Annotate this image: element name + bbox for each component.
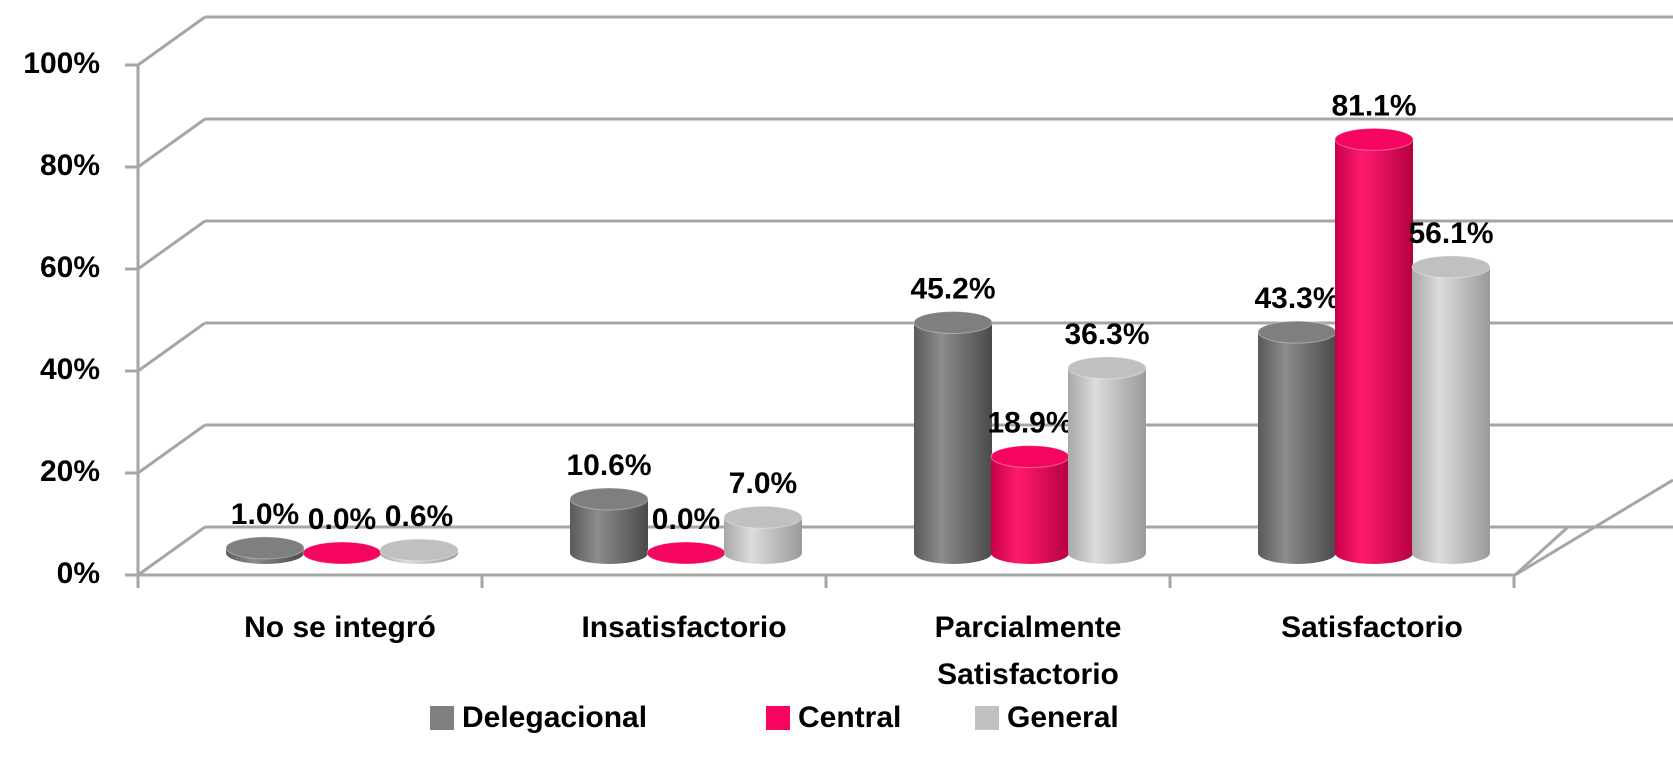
cylinder-top <box>1334 127 1414 151</box>
cylinder <box>1335 139 1413 564</box>
grid-line <box>137 15 206 67</box>
grid-line <box>137 219 206 271</box>
grid-line <box>137 525 206 577</box>
value-label: 0.6% <box>385 500 453 533</box>
legend-label: Delegacional <box>462 701 647 734</box>
cylinder <box>1068 367 1146 564</box>
y-tick-label: 0% <box>57 557 100 590</box>
value-label: 45.2% <box>910 272 995 305</box>
cylinder-top <box>569 487 649 511</box>
cylinder-top <box>225 536 305 560</box>
cylinder <box>991 456 1069 564</box>
value-label: 1.0% <box>231 498 299 531</box>
value-label: 18.9% <box>987 407 1072 440</box>
legend-swatch <box>975 706 999 730</box>
cylinder-top <box>1257 320 1337 344</box>
grid-line <box>137 117 206 169</box>
value-label: 7.0% <box>729 467 797 500</box>
wall-right <box>1514 478 1673 577</box>
value-label: 0.0% <box>652 503 720 536</box>
y-tick-label: 20% <box>40 455 100 488</box>
legend-label: Central <box>798 701 901 734</box>
cylinder-top <box>302 541 382 565</box>
cylinder <box>724 517 802 564</box>
y-tick-label: 40% <box>40 353 100 386</box>
x-tick-label: No se integró <box>244 611 436 644</box>
cylinder-top <box>1411 255 1491 279</box>
legend-swatch <box>430 706 454 730</box>
value-label: 43.3% <box>1254 282 1339 315</box>
cylinder <box>570 498 648 564</box>
x-tick-label: Insatisfactorio <box>581 611 787 644</box>
legend-swatch <box>766 706 790 730</box>
value-label: 0.0% <box>308 503 376 536</box>
cylinder-top <box>646 541 726 565</box>
cylinder-top <box>990 445 1070 469</box>
value-label: 56.1% <box>1408 217 1493 250</box>
x-tick-label: Parcialmente Satisfactorio <box>934 611 1122 691</box>
legend-label: General <box>1007 701 1119 734</box>
value-label: 10.6% <box>566 449 651 482</box>
grid-line <box>137 423 206 475</box>
cylinder-top <box>1067 356 1147 380</box>
cylinder-top <box>379 538 459 562</box>
cylinder <box>1412 266 1490 564</box>
grid-line <box>137 321 206 373</box>
value-label: 36.3% <box>1064 318 1149 351</box>
x-tick-label: Satisfactorio <box>1281 611 1463 644</box>
floor-right <box>1513 525 1570 577</box>
y-tick-label: 100% <box>23 47 100 80</box>
cylinder-top <box>723 505 803 529</box>
cylinder <box>914 322 992 564</box>
value-label: 81.1% <box>1331 89 1416 122</box>
y-tick-label: 80% <box>40 149 100 182</box>
cylinder-top <box>913 310 993 334</box>
y-tick-label: 60% <box>40 251 100 284</box>
cylinder <box>1258 332 1336 564</box>
